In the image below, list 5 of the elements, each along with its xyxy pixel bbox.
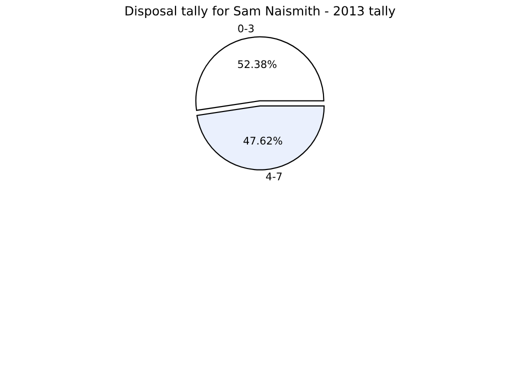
data-label: 52.38% (238, 60, 276, 68)
slice-label: 4-7 (266, 172, 282, 180)
slice-label: 0-3 (238, 24, 254, 32)
data-label: 47.62% (244, 136, 282, 145)
chart-title: Disposal tally for Sam Naismith - 2013 tally (126, 6, 396, 18)
